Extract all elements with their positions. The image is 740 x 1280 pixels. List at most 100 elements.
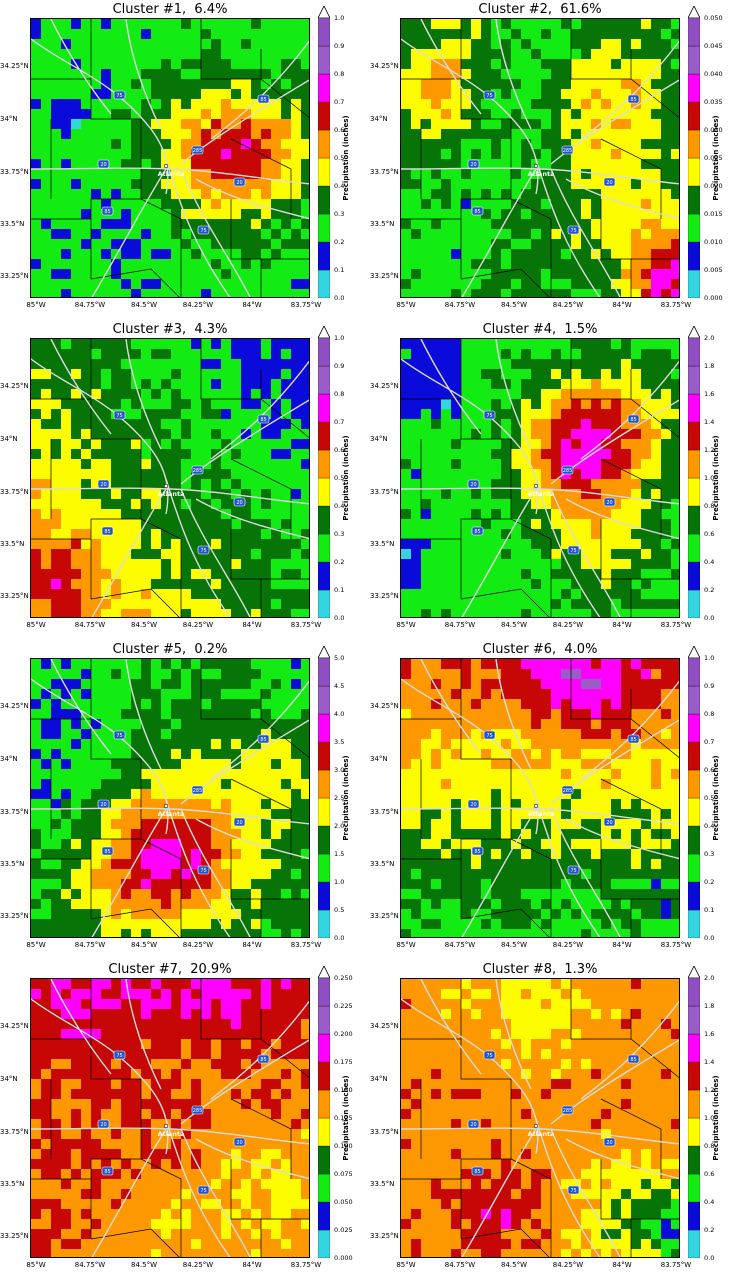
grid-cell xyxy=(201,269,212,280)
grid-cell xyxy=(91,449,102,460)
grid-cell xyxy=(451,469,462,480)
grid-cell xyxy=(631,349,642,360)
grid-cell xyxy=(111,669,122,680)
grid-cell xyxy=(431,289,442,298)
grid-cell xyxy=(271,879,282,890)
grid-cell xyxy=(161,859,172,870)
grid-cell xyxy=(151,39,162,50)
grid-cell xyxy=(41,659,52,670)
grid-cell xyxy=(611,209,622,220)
x-tick-label: 85°W xyxy=(26,621,45,629)
panel-title: Cluster #1, 6.4% xyxy=(30,2,310,17)
grid-cell xyxy=(61,489,72,500)
grid-cell xyxy=(501,139,512,150)
grid-cell xyxy=(141,449,152,460)
grid-cell xyxy=(41,829,52,840)
grid-cell xyxy=(581,529,592,540)
grid-cell xyxy=(151,359,162,370)
grid-cell xyxy=(101,749,112,760)
grid-cell xyxy=(241,899,252,910)
colorbar-segment xyxy=(318,214,330,242)
grid-cell xyxy=(151,209,162,220)
grid-cell xyxy=(651,519,662,530)
grid-cell xyxy=(201,509,212,520)
grid-cell xyxy=(551,349,562,360)
grid-cell xyxy=(251,539,262,550)
grid-cell xyxy=(131,729,142,740)
grid-cell xyxy=(101,339,112,350)
grid-cell xyxy=(61,419,72,430)
grid-cell xyxy=(601,889,612,900)
grid-cell xyxy=(301,59,310,70)
grid-cell xyxy=(461,249,472,260)
grid-cell xyxy=(151,579,162,590)
grid-cell xyxy=(441,749,452,760)
grid-cell xyxy=(261,219,272,230)
grid-cell xyxy=(541,739,552,750)
grid-cell xyxy=(241,789,252,800)
grid-cell xyxy=(461,559,472,570)
grid-cell xyxy=(131,359,142,370)
grid-cell xyxy=(61,269,72,280)
grid-cell xyxy=(471,129,482,140)
grid-cell xyxy=(661,179,672,190)
grid-cell xyxy=(631,549,642,560)
grid-cell xyxy=(591,859,602,870)
grid-cell xyxy=(611,849,622,860)
grid-cell xyxy=(261,159,272,170)
city-label: Atlanta xyxy=(158,170,185,178)
grid-cell xyxy=(491,419,502,430)
grid-cell xyxy=(561,739,572,750)
grid-cell xyxy=(451,599,462,610)
grid-cell xyxy=(541,659,552,670)
grid-cell xyxy=(441,119,452,130)
grid-cell xyxy=(121,369,132,380)
grid-cell xyxy=(471,729,482,740)
grid-cell xyxy=(401,249,412,260)
grid-cell xyxy=(651,549,662,560)
grid-cell xyxy=(71,519,82,530)
grid-cell xyxy=(181,269,192,280)
grid-cell xyxy=(71,259,82,270)
grid-cell xyxy=(511,829,522,840)
grid-cell xyxy=(601,79,612,90)
grid-cell xyxy=(671,99,680,110)
grid-cell xyxy=(501,759,512,770)
grid-cell xyxy=(231,249,242,260)
grid-cell xyxy=(231,279,242,290)
grid-cell xyxy=(231,599,242,610)
grid-cell xyxy=(161,209,172,220)
grid-cell xyxy=(31,449,42,460)
grid-cell xyxy=(221,219,232,230)
grid-cell xyxy=(161,909,172,920)
grid-cell xyxy=(301,459,310,470)
grid-cell xyxy=(511,39,522,50)
grid-cell xyxy=(481,869,492,880)
grid-cell xyxy=(401,449,412,460)
grid-cell xyxy=(151,29,162,40)
grid-cell xyxy=(171,369,182,380)
grid-cell xyxy=(471,49,482,60)
grid-cell xyxy=(291,219,302,230)
grid-cell xyxy=(541,119,552,130)
grid-cell xyxy=(101,819,112,830)
grid-cell xyxy=(671,609,680,618)
grid-cell xyxy=(91,879,102,890)
grid-cell xyxy=(251,659,262,670)
grid-cell xyxy=(281,779,292,790)
grid-cell xyxy=(441,819,452,830)
grid-cell xyxy=(251,149,262,160)
grid-cell xyxy=(541,539,552,550)
grid-cell xyxy=(481,359,492,370)
grid-cell xyxy=(641,339,652,350)
grid-cell xyxy=(511,109,522,120)
grid-cell xyxy=(51,199,62,210)
grid-cell xyxy=(261,929,272,938)
grid-cell xyxy=(121,919,132,930)
grid-cell xyxy=(201,759,212,770)
grid-cell xyxy=(671,549,680,560)
grid-cell xyxy=(421,799,432,810)
grid-cell xyxy=(251,359,262,370)
grid-cell xyxy=(541,479,552,490)
grid-cell xyxy=(611,89,622,100)
